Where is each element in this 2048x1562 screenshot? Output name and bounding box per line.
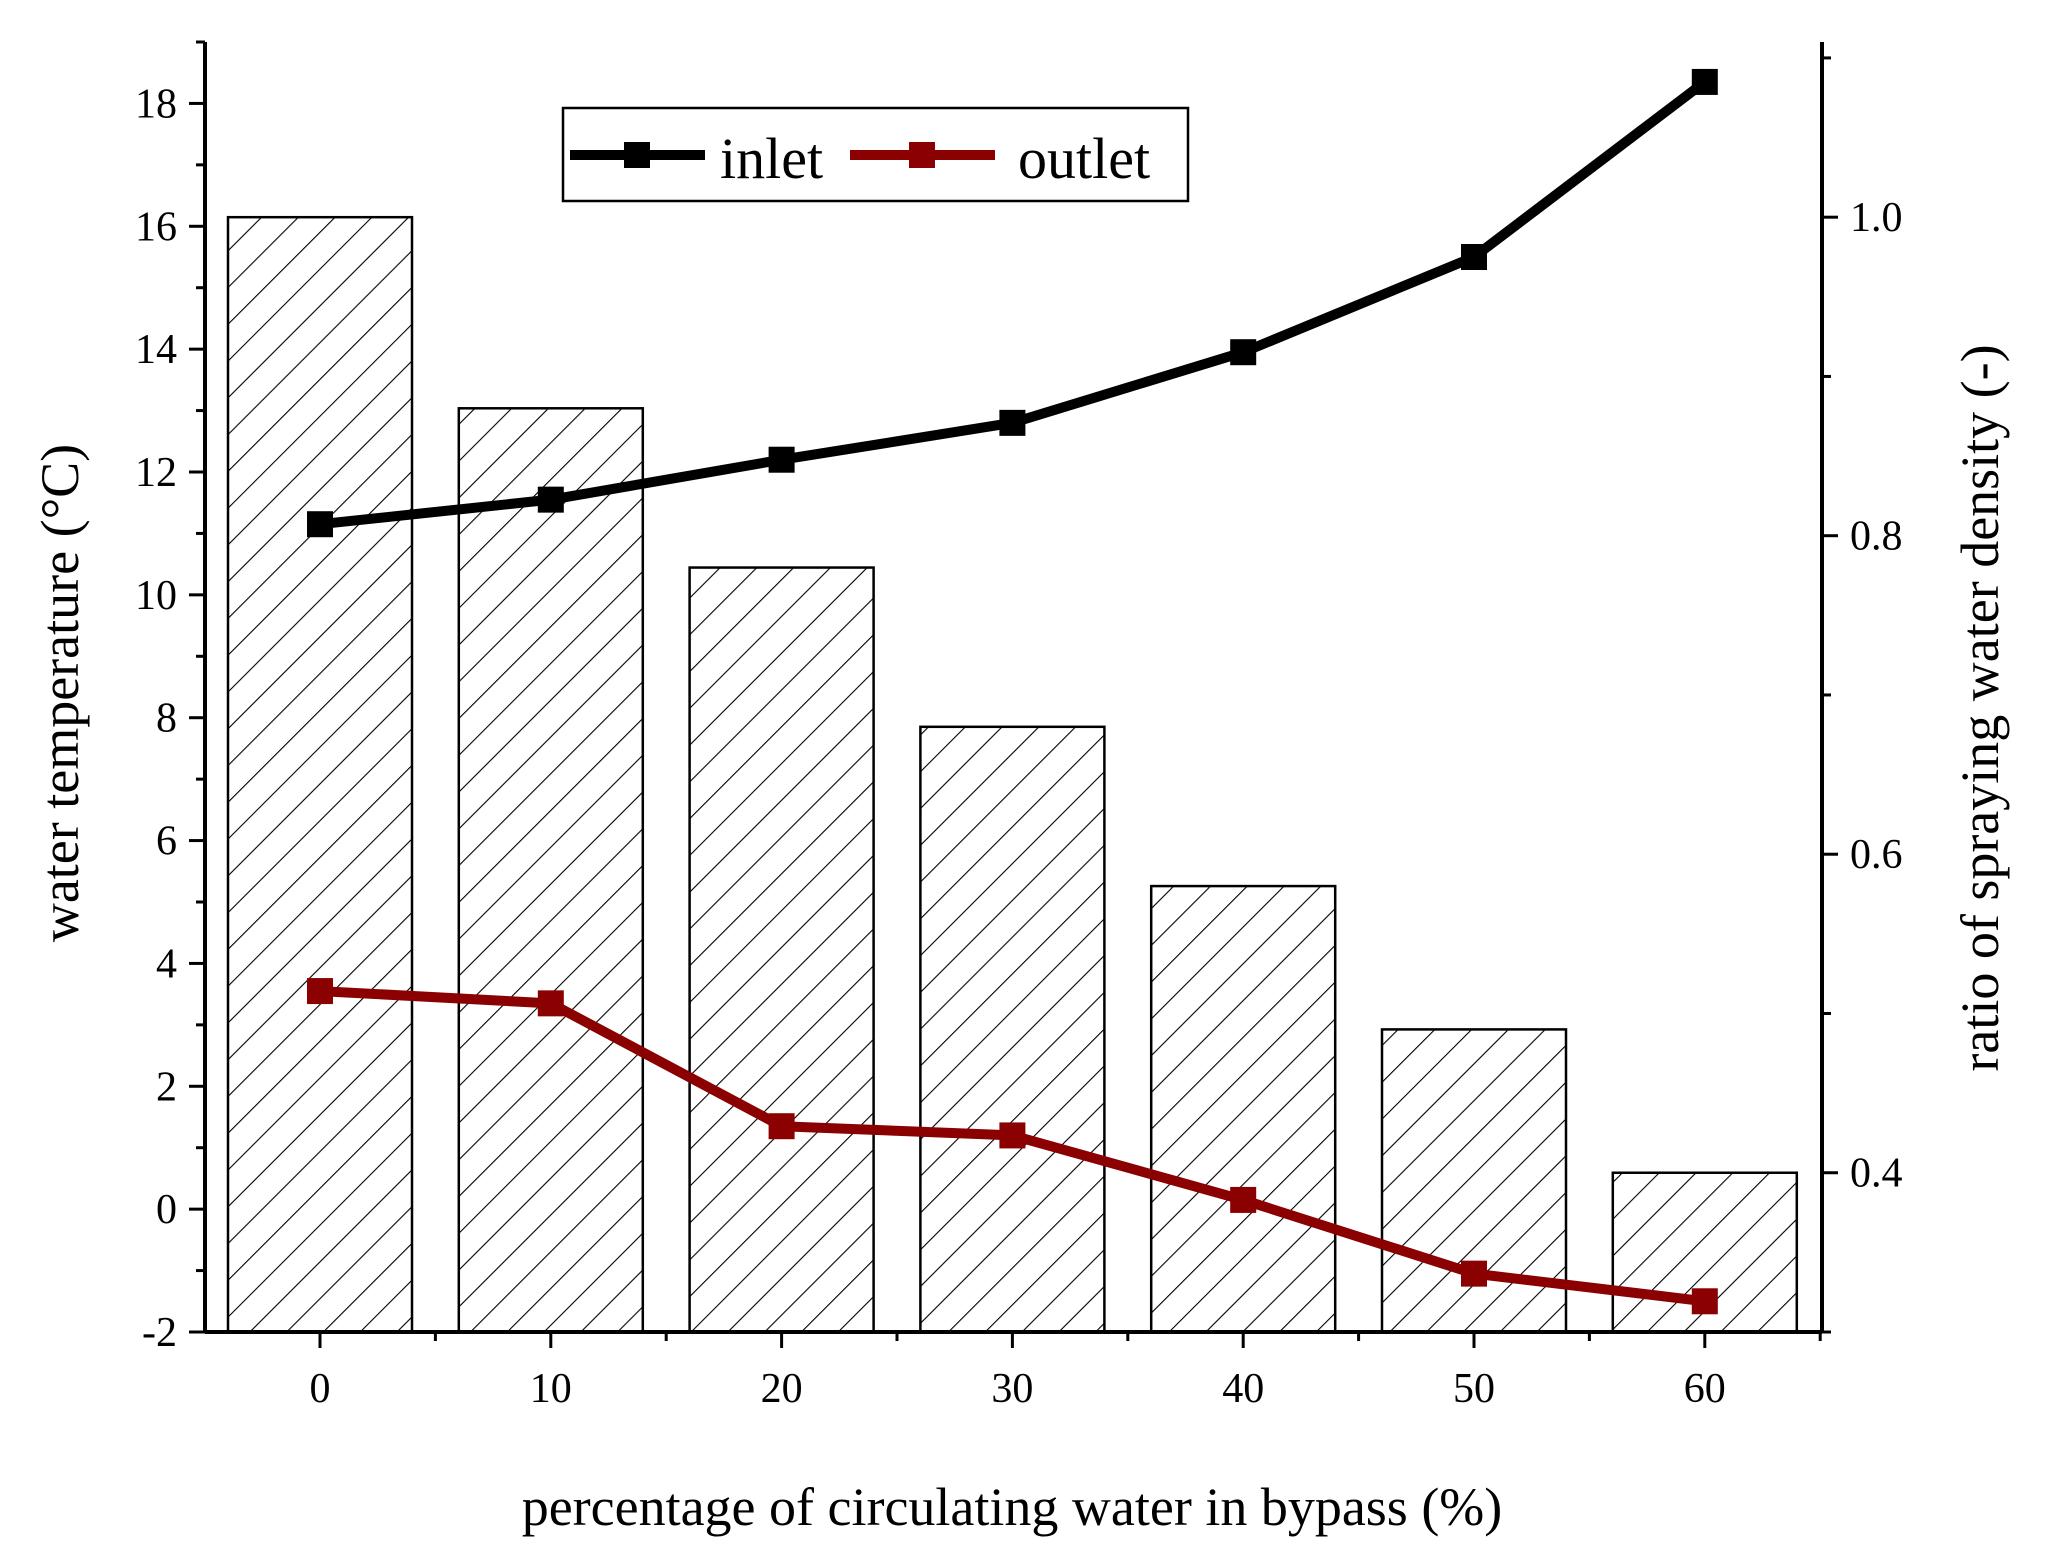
y-axis-right-title: ratio of spraying water density (-) [1950,344,2010,1071]
y-left-tick-label-2: 2 [156,1064,177,1110]
bar-0 [226,215,414,1334]
bars-layer [226,215,1799,1334]
y-left-tick-label-4: 4 [156,941,177,987]
y-left-tick-label--2: -2 [142,1310,177,1356]
legend-inlet-marker [624,142,650,168]
axes-layer: -2 0 2 4 6 8 10 12 14 16 18 0.4 0.6 0.8 1.0 0 10 20 30 40 50… [135,40,1903,1412]
y-axis-left-title: water temperature (°C) [30,444,90,942]
x-tick-label-30: 30 [991,1366,1033,1412]
y-left-tick-label-6: 6 [156,819,177,865]
point-outlet-20 [768,1113,795,1140]
y-right-tick-label-0.8: 0.8 [1850,514,1903,560]
x-tick-label-60: 60 [1684,1366,1726,1412]
point-outlet-60 [1691,1288,1718,1315]
y-left-tick-label-16: 16 [135,204,177,250]
bar-20 [688,566,875,1334]
y-right-tick-label-0.4: 0.4 [1850,1151,1903,1197]
x-tick-label-20: 20 [761,1366,803,1412]
y-left-tick-label-14: 14 [135,327,177,373]
point-inlet-30 [999,409,1026,436]
lines-layer [307,68,1718,1315]
point-outlet-30 [999,1122,1026,1149]
point-outlet-0 [307,978,333,1005]
y-left-tick-label-0: 0 [156,1187,177,1233]
x-axis-title: percentage of circulating water in bypas… [522,1477,1503,1537]
point-inlet-0 [307,511,333,538]
bar-30 [919,725,1106,1334]
point-inlet-20 [768,446,795,473]
y-left-tick-label-18: 18 [135,81,177,127]
y-left-tick-label-10: 10 [135,573,177,619]
x-tick-label-10: 10 [530,1366,572,1412]
point-outlet-50 [1461,1260,1487,1287]
legend-inlet-label: inlet [720,126,823,191]
x-tick-label-50: 50 [1453,1366,1495,1412]
point-outlet-40 [1230,1186,1257,1213]
x-tick-label-0: 0 [310,1366,331,1412]
legend: inlet outlet [561,106,1190,203]
x-tick-label-40: 40 [1222,1366,1264,1412]
y-left-tick-label-8: 8 [156,696,177,742]
legend-outlet-marker [909,142,935,168]
legend-outlet-label: outlet [1018,126,1150,191]
point-inlet-60 [1691,68,1718,95]
y-right-tick-label-0.6: 0.6 [1850,832,1903,878]
point-inlet-50 [1461,244,1487,270]
y-left-tick-label-12: 12 [135,450,177,496]
point-outlet-10 [537,990,564,1017]
y-right-tick-label-1.0: 1.0 [1850,195,1903,241]
bar-10 [457,407,645,1334]
bar-40 [1149,884,1337,1334]
point-inlet-40 [1230,339,1257,366]
point-inlet-10 [537,486,564,513]
